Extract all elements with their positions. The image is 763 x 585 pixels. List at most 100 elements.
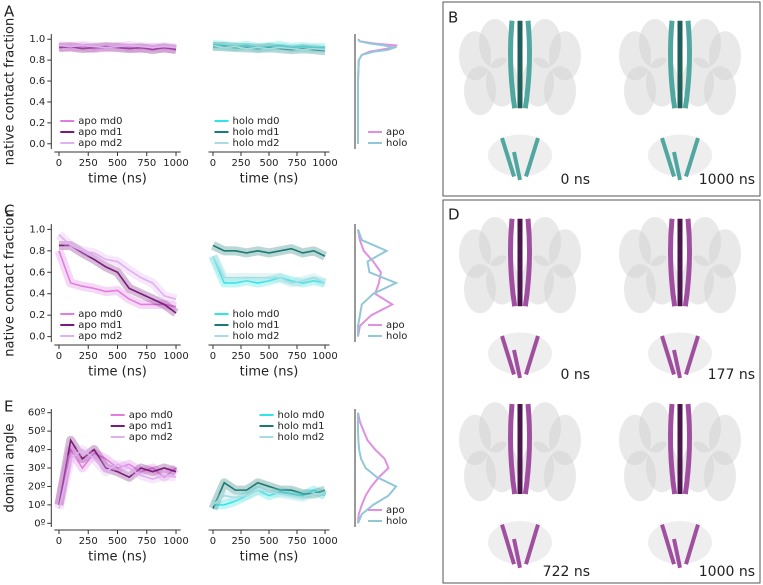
ghost-domain [709,31,741,81]
legend-label: apo md2 [78,331,122,342]
helix [682,218,692,307]
series-line [212,489,326,506]
x-tick-label: 250 [231,536,250,547]
ghost-domain [689,217,721,266]
ghost-domain [639,402,671,453]
helix [508,20,518,109]
ghost-domain [459,414,491,466]
x-axis-label: time (ns) [88,550,147,565]
y-tick-label: 0.8 [29,246,45,257]
helix [682,403,692,495]
y-tick-label: 20º [28,481,46,492]
time-label: 1000 ns [699,172,755,188]
y-tick-label: 50º [28,426,46,437]
series-line [58,234,177,300]
sheet [500,137,540,181]
y-tick-label: 10º [28,500,46,511]
legend-label: holo md1 [233,320,280,331]
ghost-domain [709,414,741,466]
helix [508,403,518,495]
helix [668,403,678,495]
ghost-domain [464,66,496,116]
x-tick-label: 0 [210,158,216,169]
structure: 1000 ns [619,402,755,580]
legend-label: holo md2 [233,138,280,149]
ghost-domain [479,402,511,453]
y-axis-label: native contact fraction [3,18,18,165]
y-axis-label: domain angle [3,424,18,513]
density-line [357,229,399,337]
ghost-domain [689,19,721,68]
y-tick-label: 0.6 [29,76,45,87]
density-line [357,412,390,524]
helix [522,403,532,495]
ghost-domain [479,217,511,266]
y-tick-label: 0.0 [29,139,45,150]
ghost-domain [464,450,496,502]
helix [682,20,692,109]
legend-label: holo [386,516,407,527]
y-tick-label: 30º [28,463,46,474]
helix [522,20,532,109]
ghost-domain [624,450,656,502]
ghost-domain [544,264,576,314]
x-tick-label: 500 [108,351,127,362]
legend-label: holo md0 [278,410,325,421]
x-tick-label: 250 [79,536,98,547]
panel-label: E [4,398,13,416]
x-tick-label: 750 [137,158,156,169]
ghost-domain [529,217,561,266]
helix [522,218,532,307]
x-tick-label: 0 [56,158,62,169]
y-tick-label: 0º [34,518,45,529]
legend-label: holo md0 [233,309,280,320]
legend-label: holo [386,331,407,342]
time-label: 0 ns [560,172,590,188]
x-axis-label: time (ns) [240,550,299,565]
x-tick-label: 750 [137,536,156,547]
x-tick-label: 250 [231,351,250,362]
x-tick-label: 500 [259,158,278,169]
ghost-domain [544,450,576,502]
ghost-domain [624,66,656,116]
legend-label: apo md2 [78,138,122,149]
ghost-domain [619,229,651,279]
ghost-domain [549,229,581,279]
legend-label: holo [386,138,407,149]
series-line [212,255,326,284]
y-tick-label: 40º [28,445,46,456]
x-tick-label: 250 [79,351,98,362]
x-axis-label: time (ns) [88,365,147,380]
legend-label: holo md1 [278,421,325,432]
x-axis-label: time (ns) [240,365,299,380]
ghost-domain [488,332,552,375]
series-band [54,445,177,510]
y-tick-label: 0.2 [29,310,45,321]
x-tick-label: 250 [231,158,250,169]
x-tick-label: 500 [259,351,278,362]
ghost-domain [459,229,491,279]
structure: 1000 ns [619,19,755,188]
legend-label: apo md1 [129,421,173,432]
legend-label: holo md1 [233,127,280,138]
panel-label: B [448,9,458,27]
y-tick-label: 1.0 [29,34,45,45]
series-band [58,240,179,317]
ghost-domain [549,414,581,466]
ghost-domain [619,31,651,81]
legend-label: apo [386,320,405,331]
series-line [58,448,177,509]
legend-label: apo md0 [78,309,122,320]
ghost-domain [488,134,552,177]
y-tick-label: 0.4 [29,289,45,300]
series-line [212,481,326,509]
x-tick-label: 1000 [312,158,337,169]
x-axis-label: time (ns) [88,172,147,187]
x-tick-label: 1000 [163,158,188,169]
helix [668,218,678,307]
legend-label: apo md0 [129,410,173,421]
y-axis-label: native contact fraction [3,209,18,356]
time-label: 0 ns [560,367,590,383]
ghost-domain [648,521,712,565]
